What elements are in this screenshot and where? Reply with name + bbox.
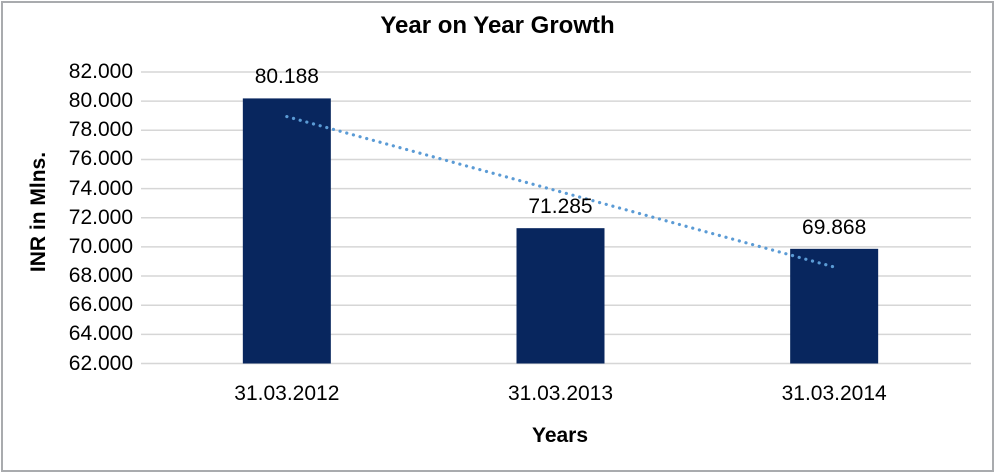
y-tick-label: 80.000	[68, 89, 133, 113]
y-tick-label: 68.000	[68, 264, 133, 288]
bar-value-label: 69.868	[802, 215, 867, 239]
x-axis-title: Years	[531, 424, 589, 447]
y-tick-label: 64.000	[68, 322, 133, 346]
bar-31.03.2012	[242, 98, 331, 364]
trendline	[285, 114, 836, 269]
y-tick-label: 78.000	[68, 118, 133, 142]
x-category-label: 31.03.2014	[781, 382, 887, 405]
bar-value-label: 71.285	[528, 195, 593, 219]
y-tick-label: 70.000	[68, 234, 133, 258]
y-tick-label: 74.000	[68, 176, 133, 200]
bar-31.03.2013	[516, 228, 605, 364]
y-tick-label: 72.000	[68, 205, 133, 229]
x-category-label: 31.03.2013	[507, 382, 614, 405]
bar-value-label: 80.188	[254, 65, 319, 89]
y-tick-label: 82.000	[68, 60, 133, 83]
chart-title: Year on Year Growth	[380, 12, 615, 39]
y-tick-label: 66.000	[68, 293, 133, 317]
y-tick-label: 76.000	[68, 147, 133, 171]
x-category-label: 31.03.2012	[234, 382, 340, 405]
bar-31.03.2014	[790, 248, 879, 364]
y-tick-label: 62.000	[68, 351, 133, 375]
